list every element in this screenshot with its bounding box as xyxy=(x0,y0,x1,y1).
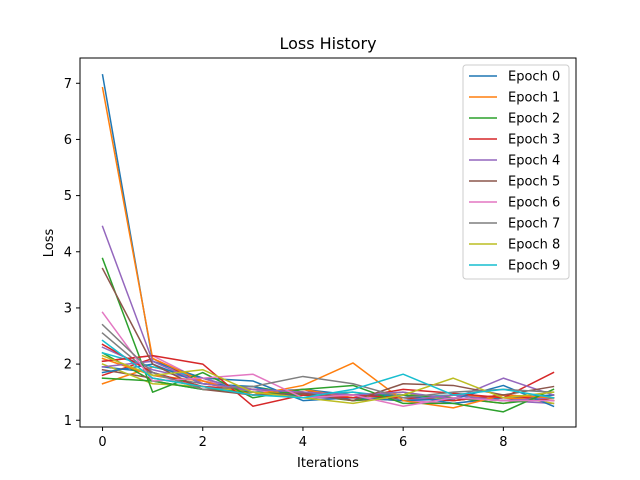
x-tick-label: 0 xyxy=(98,435,106,450)
legend-label-epoch-1: Epoch 1 xyxy=(508,91,560,106)
legend-label-epoch-8: Epoch 8 xyxy=(508,238,560,253)
y-tick-label: 5 xyxy=(64,189,72,204)
series-line-epoch-7 xyxy=(101,323,555,399)
y-tick-label: 2 xyxy=(64,358,72,373)
series-line-epoch-8 xyxy=(101,354,555,405)
plot-lines xyxy=(101,73,555,413)
x-tick-label: 8 xyxy=(499,435,507,450)
x-axis-ticks: 0 2 4 6 8 xyxy=(98,427,507,450)
chart-title: Loss History xyxy=(279,34,376,53)
legend-label-epoch-7: Epoch 7 xyxy=(508,217,560,232)
x-tick-label: 4 xyxy=(299,435,307,450)
legend-label-epoch-5: Epoch 5 xyxy=(508,175,560,190)
y-tick-label: 4 xyxy=(64,245,72,260)
legend-label-epoch-0: Epoch 0 xyxy=(508,70,560,85)
x-axis-label: Iterations xyxy=(297,456,359,471)
y-axis-ticks: 1 2 3 4 5 6 7 xyxy=(64,77,80,429)
x-tick-label: 2 xyxy=(199,435,207,450)
x-tick-label: 6 xyxy=(399,435,407,450)
y-tick-label: 6 xyxy=(64,133,72,148)
y-tick-label: 1 xyxy=(64,414,72,429)
y-tick-label: 3 xyxy=(64,301,72,316)
plot-frame xyxy=(79,57,577,428)
legend-label-epoch-9: Epoch 9 xyxy=(508,259,560,274)
series-line-epoch-6 xyxy=(101,311,555,407)
legend-label-epoch-6: Epoch 6 xyxy=(508,196,560,211)
y-tick-label: 7 xyxy=(64,77,72,92)
legend-label-epoch-3: Epoch 3 xyxy=(508,133,560,148)
series-line-epoch-9 xyxy=(101,339,555,399)
y-axis-label: Loss xyxy=(42,229,57,258)
legend-label-epoch-2: Epoch 2 xyxy=(508,112,560,127)
legend: Epoch 0 Epoch 1 Epoch 2 Epoch 3 Epoch 4 Epoch… xyxy=(462,64,570,280)
legend-label-epoch-4: Epoch 4 xyxy=(508,154,560,169)
series-line-epoch-1 xyxy=(101,86,555,409)
legend-items: Epoch 0 Epoch 1 Epoch 2 Epoch 3 Epoch 4 Epoch… xyxy=(469,70,560,274)
